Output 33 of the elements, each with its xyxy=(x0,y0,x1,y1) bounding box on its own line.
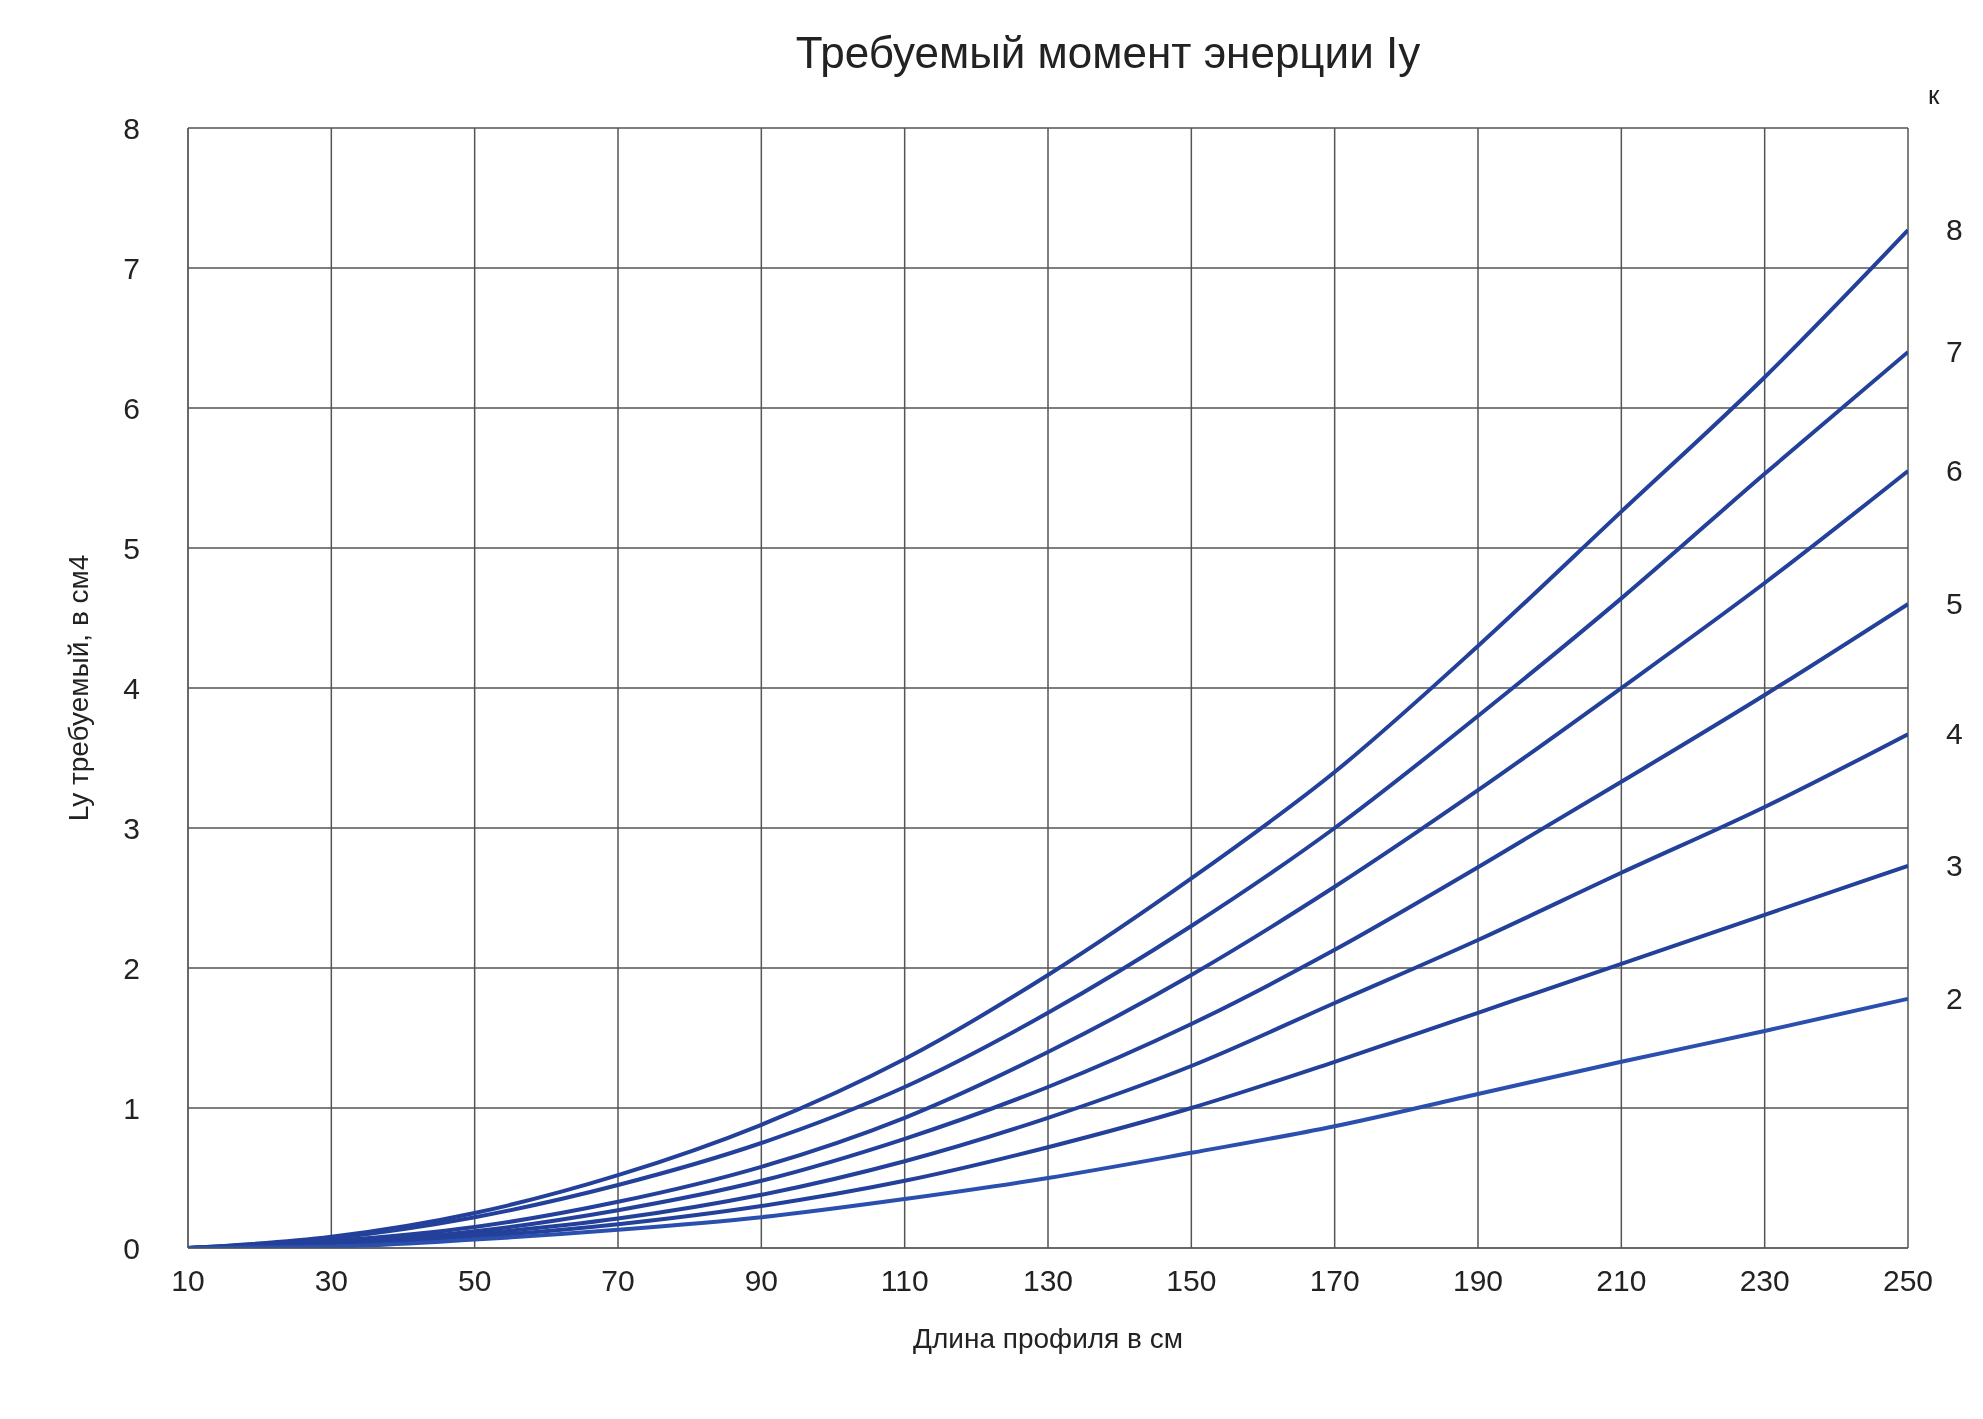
series-label: 3 xyxy=(1946,848,1963,882)
x-tick-label: 150 xyxy=(1166,1264,1217,1298)
x-tick-label: 230 xyxy=(1739,1264,1790,1298)
y-tick-label: 2 xyxy=(123,951,140,985)
x-tick-label: 50 xyxy=(457,1264,492,1298)
y-axis-title: Ly требуемый, в см4 xyxy=(62,554,94,822)
x-tick-label: 170 xyxy=(1309,1264,1360,1298)
series-label: 2 xyxy=(1946,981,1963,1015)
y-tick-label: 4 xyxy=(123,671,140,705)
series-label: 8 xyxy=(1946,213,1963,247)
x-tick-label: 70 xyxy=(601,1264,635,1298)
y-tick-label: 7 xyxy=(123,251,140,285)
series-label: 7 xyxy=(1946,335,1963,368)
x-tick-label: 130 xyxy=(1022,1264,1074,1298)
x-tick-label: 210 xyxy=(1596,1264,1647,1298)
y-tick-label: 8 xyxy=(123,111,140,145)
chart-title: Требуемый момент энерции Iy xyxy=(794,28,1422,78)
legend-title: к xyxy=(1928,80,1940,111)
series-label: 4 xyxy=(1946,717,1963,751)
y-tick-label: 3 xyxy=(123,811,140,845)
y-tick-label: 1 xyxy=(123,1091,140,1125)
y-tick-label: 0 xyxy=(123,1231,140,1265)
x-tick-label: 190 xyxy=(1452,1264,1504,1298)
series-label: 6 xyxy=(1946,454,1963,487)
x-tick-label: 30 xyxy=(314,1264,349,1298)
series-label: 5 xyxy=(1946,587,1963,620)
x-axis-title: Длина профиля в см xyxy=(913,1323,1183,1354)
x-tick-label: 110 xyxy=(880,1264,929,1298)
y-tick-label: 6 xyxy=(123,391,140,425)
x-tick-label: 250 xyxy=(1882,1264,1934,1298)
x-tick-label: 90 xyxy=(744,1264,779,1298)
y-tick-label: 5 xyxy=(123,531,140,565)
x-tick-label: 10 xyxy=(171,1264,205,1298)
